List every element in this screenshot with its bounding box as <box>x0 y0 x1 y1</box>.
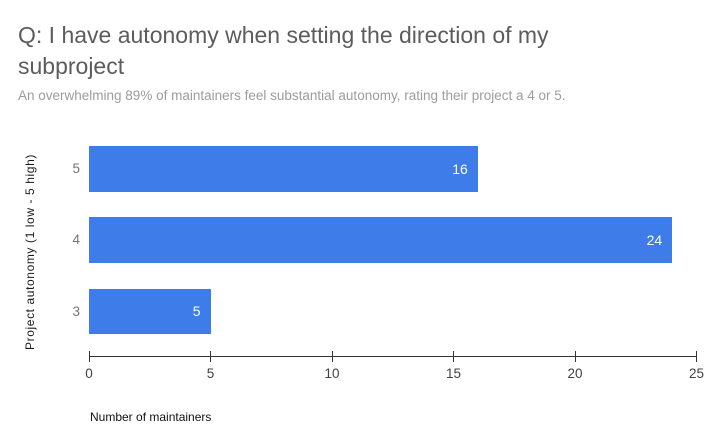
x-axis-tick-label: 15 <box>445 366 462 381</box>
bar-row: 5 16 <box>0 146 719 192</box>
x-axis-tick-label: 0 <box>85 366 93 381</box>
bar-value-label: 24 <box>646 232 663 249</box>
x-axis-tick-label: 10 <box>324 366 340 381</box>
bar-row: 4 24 <box>0 217 719 263</box>
chart-title: Q: I have autonomy when setting the dire… <box>18 22 549 79</box>
bar: 24 <box>89 217 673 263</box>
x-axis-tick-label: 25 <box>688 366 705 381</box>
bar-value-label: 16 <box>452 160 468 177</box>
category-label: 4 <box>72 232 80 248</box>
y-axis-title: Project autonomy (1 low - 5 high) <box>23 154 37 350</box>
bar: 5 <box>89 288 211 335</box>
category-label: 5 <box>72 161 80 176</box>
x-axis-tick-label: 20 <box>567 366 583 381</box>
x-axis-title: Number of maintainers <box>90 410 212 424</box>
bar-value-label: 5 <box>192 303 201 320</box>
x-axis-line <box>89 356 697 357</box>
category-label: 3 <box>72 303 80 319</box>
bar: 16 <box>89 146 478 192</box>
chart-subtitle: An overwhelming 89% of maintainers feel … <box>18 88 566 103</box>
x-axis-tick-label: 5 <box>206 366 215 381</box>
